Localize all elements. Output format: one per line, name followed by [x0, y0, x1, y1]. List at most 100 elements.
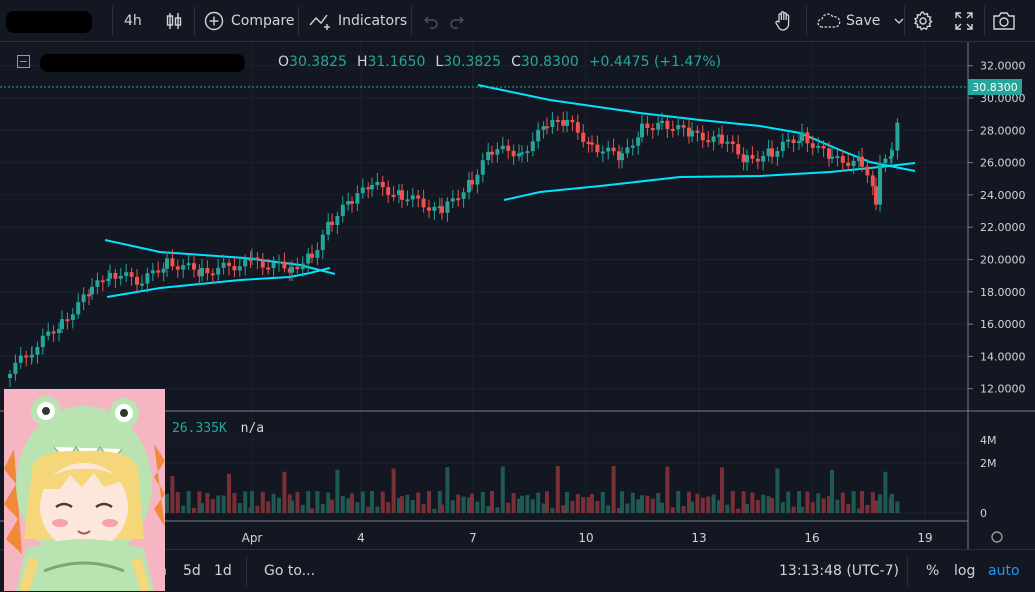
snapshot-button[interactable]: [992, 0, 1016, 42]
candle: [60, 319, 64, 330]
candle: [397, 190, 401, 195]
volume-bar: [227, 473, 231, 513]
candle: [95, 280, 100, 287]
time-tick-label: 7: [469, 531, 477, 545]
volume-bar: [440, 504, 444, 513]
candle: [720, 134, 724, 144]
price-tick-label: 32.0000: [980, 60, 1026, 73]
collapse-legend-button[interactable]: [17, 55, 30, 68]
auto-toggle[interactable]: auto: [988, 550, 1020, 592]
candle: [40, 335, 45, 348]
clock[interactable]: 13:13:48 (UTC-7): [779, 550, 899, 592]
candle: [461, 192, 466, 199]
redo-button[interactable]: [449, 0, 467, 42]
volume-bar: [315, 491, 320, 513]
candle: [310, 253, 314, 258]
candle: [670, 128, 675, 131]
volume-bar: [205, 492, 210, 513]
volume-bar: [525, 495, 530, 513]
settings-button[interactable]: [912, 0, 934, 42]
trendline: [106, 267, 331, 298]
price-tick-label: 12.0000: [980, 383, 1026, 396]
volume-value: 26.335K: [172, 421, 227, 436]
candle: [888, 156, 893, 159]
interval-button[interactable]: 4h: [124, 0, 142, 42]
divider: [246, 556, 247, 586]
candle: [165, 258, 169, 269]
candle: [500, 145, 505, 150]
volume-bar: [486, 506, 491, 513]
candle: [640, 123, 644, 138]
last-price-tag: [968, 79, 1022, 95]
volume-bar: [470, 493, 474, 513]
hand-button[interactable]: [774, 0, 794, 42]
candle: [857, 156, 861, 161]
volume-bar: [255, 505, 260, 513]
volume-bar: [736, 508, 741, 513]
high-value: 31.1650: [367, 54, 426, 70]
axis-settings-button[interactable]: [991, 531, 1003, 543]
volume-bar: [810, 502, 815, 513]
indicators-button[interactable]: Indicators: [308, 0, 407, 42]
range-1d-button[interactable]: 1d: [214, 550, 232, 592]
volume-axis[interactable]: 4M 2M 0: [980, 434, 997, 520]
candle: [725, 141, 730, 144]
volume-bar: [437, 491, 442, 513]
log-label: log: [954, 563, 976, 579]
candle: [46, 331, 51, 336]
candle: [445, 201, 450, 213]
volume-bar: [445, 467, 450, 513]
candle: [108, 272, 112, 279]
price-axis[interactable]: 32.0000 30.0000 28.0000 26.0000 24.0000 22.00…: [968, 60, 1026, 396]
percent-toggle[interactable]: %: [926, 550, 939, 592]
candle: [243, 259, 248, 267]
candle: [486, 151, 491, 161]
percent-label: %: [926, 563, 940, 579]
candle: [865, 166, 870, 176]
close-key: C: [511, 54, 521, 70]
volume-bar: [600, 491, 605, 513]
volume-bar: [306, 491, 311, 513]
compare-button[interactable]: Compare: [203, 0, 295, 42]
save-button[interactable]: Save: [816, 0, 904, 42]
open-value: 30.3825: [289, 54, 347, 70]
volume-bar: [730, 491, 735, 513]
candle: [421, 198, 426, 208]
candle: [35, 347, 40, 355]
goto-button[interactable]: Go to...: [264, 550, 315, 592]
range-5d-button[interactable]: 5d: [183, 550, 201, 592]
candle: [750, 155, 755, 159]
candle: [24, 355, 29, 358]
volume-bar: [221, 495, 226, 513]
log-toggle[interactable]: log: [954, 550, 975, 592]
candle: [232, 266, 237, 271]
volume-bar: [366, 506, 371, 513]
candle: [205, 267, 210, 274]
volume-bar: [687, 491, 691, 513]
volume-bar: [725, 504, 730, 513]
candle: [800, 132, 804, 141]
volume-bar: [670, 507, 675, 513]
volume-bar: [706, 496, 711, 513]
volume-bar: [517, 498, 521, 513]
redacted-symbol: [6, 11, 92, 33]
time-tick-label: 16: [804, 531, 819, 545]
volume-bar: [181, 505, 186, 513]
candle: [645, 123, 650, 129]
volume-bar: [775, 468, 780, 513]
candle: [755, 158, 760, 162]
volume-bar: [391, 468, 396, 513]
candle: [427, 207, 431, 211]
fullscreen-button[interactable]: [954, 0, 974, 42]
candle: [175, 266, 180, 270]
avatar-overlay: [4, 389, 165, 591]
chart-type-button[interactable]: [163, 0, 185, 42]
candle: [816, 145, 821, 148]
volume-bar: [681, 506, 686, 513]
volume-bar: [865, 504, 870, 513]
time-axis[interactable]: Apr 4 7 10 13 16 19: [242, 531, 933, 545]
candle: [315, 250, 320, 258]
undo-button[interactable]: [421, 0, 439, 42]
price-tick-label: 20.0000: [980, 254, 1026, 267]
candle: [375, 181, 380, 185]
